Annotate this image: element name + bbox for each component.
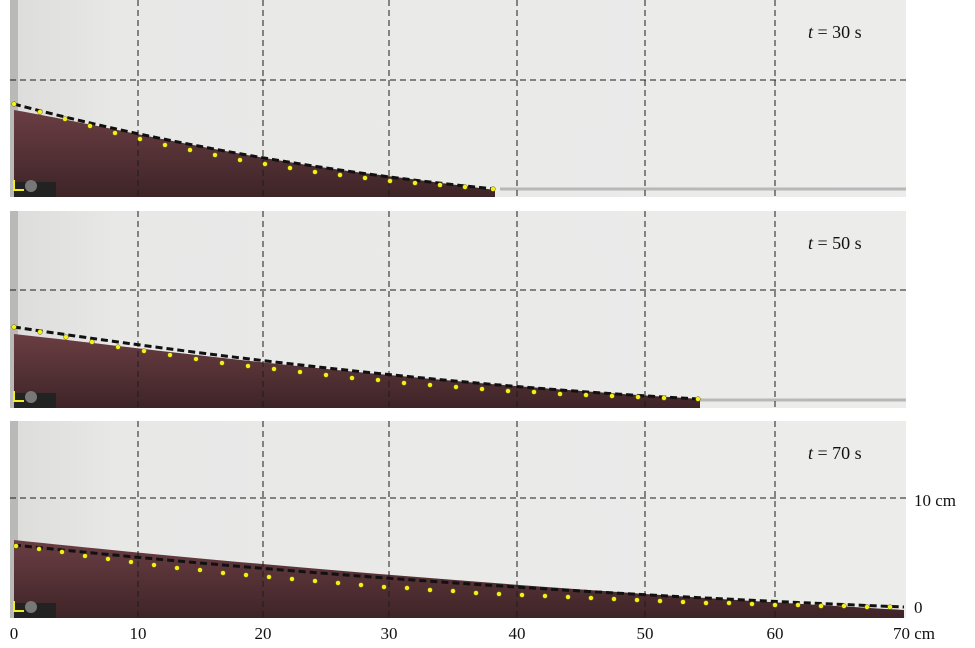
time-label: t = 30 s (808, 22, 862, 42)
tank-wall (10, 421, 18, 618)
measured-points (11, 324, 701, 402)
x-tick-label: 10 (130, 624, 147, 643)
tank-wall (10, 211, 18, 408)
fit-curve (13, 102, 496, 191)
origin-marker (13, 180, 56, 197)
measured-points (13, 543, 893, 610)
x-tick-label: 50 (637, 624, 654, 643)
fit-curve (13, 543, 905, 609)
x-tick-label: 30 (381, 624, 398, 643)
time-label: t = 70 s (808, 443, 862, 463)
origin-marker (13, 391, 56, 408)
x-tick-label: 70 cm (893, 624, 935, 643)
fluid-layer (14, 540, 904, 618)
panel-t50: t = 50 s (10, 211, 906, 408)
grid-lines (10, 421, 906, 618)
x-tick-label: 0 (10, 624, 19, 643)
x-axis-ticks: 0 10 20 30 40 50 60 70 cm (10, 624, 935, 643)
x-tick-label: 40 (509, 624, 526, 643)
measured-points (11, 101, 496, 192)
x-tick-label: 60 (767, 624, 784, 643)
origin-marker (13, 601, 56, 618)
fit-curve (13, 325, 701, 401)
panel-t70: t = 70 s (10, 421, 906, 618)
y-tick-0: 0 (914, 598, 923, 617)
tank-wall (10, 0, 18, 197)
panel-t30: t = 30 s (10, 0, 906, 197)
time-label: t = 50 s (808, 233, 862, 253)
x-tick-label: 20 (255, 624, 272, 643)
fluid-layer (14, 334, 700, 408)
y-tick-10cm: 10 cm (914, 491, 956, 510)
